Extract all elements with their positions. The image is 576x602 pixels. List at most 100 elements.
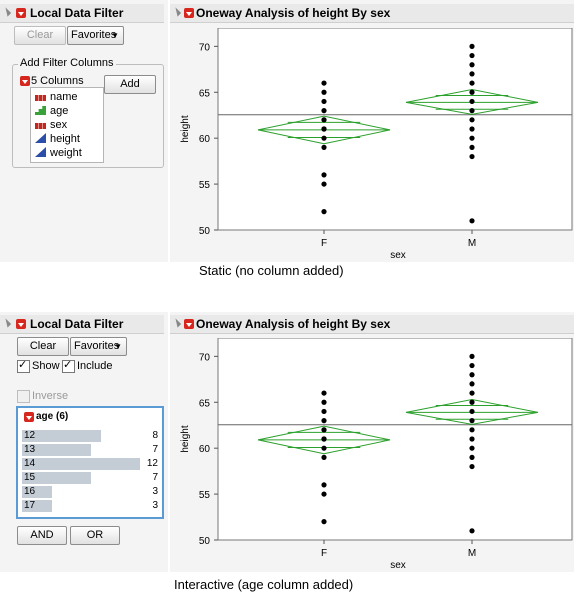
red-triangle-menu-icon[interactable]	[184, 319, 194, 329]
data-point	[321, 418, 327, 424]
inverse-checkbox[interactable]	[17, 390, 30, 403]
data-point	[469, 80, 475, 86]
age-level-bar	[22, 500, 52, 512]
data-point	[469, 144, 475, 150]
favorites-dropdown[interactable]: Favorites ▼	[70, 337, 127, 356]
data-point	[469, 463, 475, 470]
y-axis-label: height	[180, 115, 191, 142]
data-point	[469, 117, 475, 123]
data-point	[469, 399, 475, 405]
disclosure-triangle-icon[interactable]	[1, 318, 12, 328]
data-point	[321, 181, 327, 187]
add-filter-legend: Add Filter Columns	[18, 57, 116, 69]
y-axis-label: height	[180, 425, 191, 452]
chevron-down-icon: ▼	[114, 342, 122, 351]
data-point	[469, 135, 475, 141]
data-point	[321, 427, 327, 433]
age-level-bar	[22, 444, 91, 456]
filter-title: Local Data Filter	[30, 6, 124, 20]
data-point	[469, 390, 475, 396]
nominal-icon	[35, 95, 46, 101]
data-point	[321, 436, 327, 442]
data-point	[469, 98, 475, 105]
include-checkbox[interactable]	[62, 358, 75, 373]
clear-button[interactable]: Clear	[14, 26, 66, 45]
data-point	[469, 126, 475, 132]
age-level-row[interactable]: 13 7	[22, 444, 158, 456]
data-point	[469, 52, 475, 59]
caption-static: Static (no column added)	[199, 263, 344, 278]
ordinal-icon	[35, 106, 46, 115]
red-triangle-menu-icon[interactable]	[20, 76, 30, 86]
data-point	[321, 89, 327, 95]
or-button[interactable]: OR	[70, 526, 120, 545]
disclosure-triangle-icon[interactable]	[171, 318, 182, 328]
column-item-age[interactable]: age	[35, 105, 68, 119]
age-level-row[interactable]: 12 8	[22, 430, 158, 442]
data-point	[321, 491, 327, 497]
age-level-row[interactable]: 15 7	[22, 472, 158, 484]
data-point	[321, 172, 327, 178]
data-point	[321, 135, 327, 141]
data-point	[469, 62, 475, 68]
continuous-icon	[35, 147, 46, 157]
column-item-height[interactable]: height	[35, 133, 80, 147]
disclosure-triangle-icon[interactable]	[1, 7, 12, 17]
column-item-weight[interactable]: weight	[35, 147, 82, 161]
data-point	[469, 381, 475, 387]
age-filter-box[interactable]: age (6) 12 8 13 7 14 12 15 7 16 3 17 3	[16, 406, 164, 519]
data-point	[321, 519, 327, 525]
data-point	[469, 43, 475, 49]
data-point	[321, 98, 327, 105]
data-point	[469, 89, 475, 95]
data-point	[469, 418, 475, 424]
data-point	[321, 126, 327, 132]
y-tick-label: 70	[199, 42, 211, 53]
filter-title: Local Data Filter	[30, 317, 124, 331]
data-point	[469, 427, 475, 433]
data-point	[469, 362, 475, 369]
data-point	[321, 454, 327, 460]
disclosure-triangle-icon[interactable]	[171, 7, 182, 17]
data-point	[469, 436, 475, 442]
red-triangle-menu-icon[interactable]	[184, 8, 194, 18]
add-button[interactable]: Add	[104, 75, 156, 94]
data-point	[321, 209, 327, 215]
data-point	[321, 117, 327, 123]
age-level-row[interactable]: 16 3	[22, 486, 158, 498]
red-triangle-menu-icon[interactable]	[24, 412, 34, 422]
show-label: Show	[32, 360, 60, 372]
x-axis-label: sex	[390, 560, 406, 570]
y-tick-label: 60	[199, 134, 211, 145]
age-level-bar	[22, 472, 91, 484]
age-level-row[interactable]: 17 3	[22, 500, 158, 512]
y-tick-label: 65	[199, 398, 211, 409]
column-item-name[interactable]: name	[35, 91, 78, 105]
data-point	[469, 454, 475, 460]
column-list[interactable]: name age sex height weight	[30, 87, 104, 163]
red-triangle-menu-icon[interactable]	[16, 8, 26, 18]
age-level-row[interactable]: 14 12	[22, 458, 158, 470]
data-point	[469, 71, 475, 77]
age-level-bar	[22, 458, 140, 470]
and-button[interactable]: AND	[17, 526, 67, 545]
nominal-icon	[35, 123, 46, 129]
report-header-1: Oneway Analysis of height By sex	[170, 4, 574, 23]
report-title: Oneway Analysis of height By sex	[196, 317, 391, 331]
plot-frame	[217, 28, 573, 231]
favorites-dropdown[interactable]: Favorites ▼	[67, 26, 124, 45]
column-item-sex[interactable]: sex	[35, 119, 67, 133]
y-tick-label: 60	[199, 444, 211, 455]
clear-button[interactable]: Clear	[17, 337, 69, 356]
filter-header-1: Local Data Filter	[0, 4, 164, 23]
x-tick-label: M	[468, 238, 476, 249]
y-tick-label: 50	[199, 536, 211, 547]
report-title: Oneway Analysis of height By sex	[196, 6, 391, 20]
show-checkbox[interactable]	[17, 358, 30, 373]
red-triangle-menu-icon[interactable]	[16, 319, 26, 329]
y-tick-label: 65	[199, 88, 211, 99]
x-tick-label: M	[468, 548, 476, 559]
data-point	[321, 80, 327, 86]
age-level-bar	[22, 430, 101, 442]
x-axis-label: sex	[390, 250, 406, 260]
